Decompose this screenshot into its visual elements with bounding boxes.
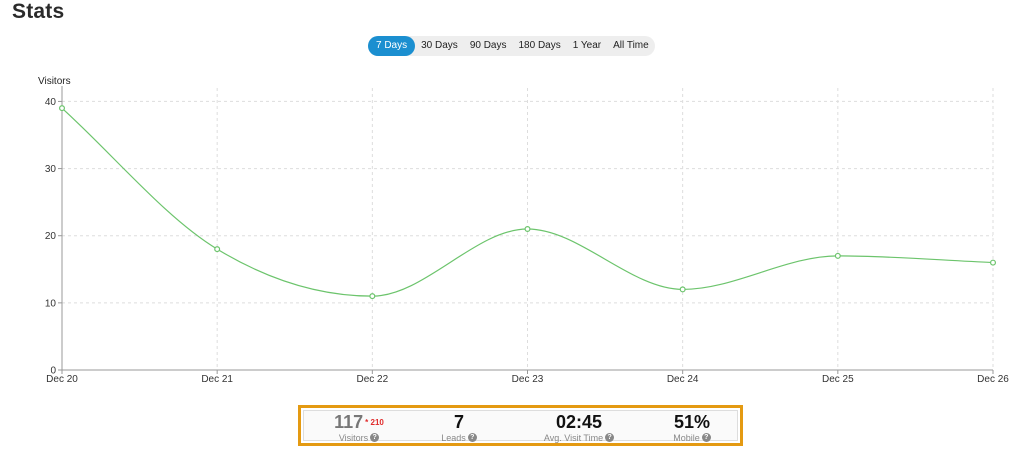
visitors-data-point <box>524 226 531 233</box>
visitors-data-point <box>679 286 686 293</box>
x-tick-label: Dec 24 <box>667 374 699 385</box>
tab-all-time[interactable]: All Time <box>613 40 649 51</box>
visitors-label: Visitors <box>338 433 369 443</box>
help-icon[interactable]: ? <box>467 433 477 443</box>
leads-value: 7 <box>453 412 464 432</box>
mobile-value: 51% <box>673 412 711 432</box>
x-tick-label: Dec 20 <box>46 374 78 385</box>
mobile-label: Mobile <box>673 433 700 443</box>
visitors-data-point <box>58 105 65 112</box>
help-icon[interactable]: ? <box>605 433 615 443</box>
stat-mobile: 51% Mobile? <box>637 411 747 444</box>
summary-inner: 117 * 210 Visitors? 7 Leads? 02:45 Avg. V… <box>303 410 738 444</box>
y-axis-label: Visitors <box>38 76 71 87</box>
visitors-data-point <box>214 246 221 253</box>
tab-30-days[interactable]: 30 Days <box>421 40 458 51</box>
visitors-data-point <box>989 259 996 266</box>
stat-avg-visit-time: 02:45 Avg. Visit Time? <box>519 411 639 444</box>
y-tick-label: 20 <box>45 231 57 242</box>
help-icon[interactable]: ? <box>701 433 711 443</box>
visitors-chart: Visitors 0 10 20 30 40 Dec 20 Dec 21 Dec 22 Dec 2… <box>0 70 1024 390</box>
y-tick-label: 30 <box>45 164 57 175</box>
visitors-diff: * 210 <box>365 418 384 427</box>
tab-1-year[interactable]: 1 Year <box>572 40 602 51</box>
date-range-tabs: 7 Days 30 Days 90 Days 180 Days 1 Year A… <box>368 36 655 56</box>
y-tick-label: 40 <box>45 97 57 108</box>
y-tick-label: 0 <box>50 366 56 377</box>
stat-visitors: 117 * 210 Visitors? <box>304 411 414 444</box>
page-title: Stats <box>12 0 65 23</box>
x-tick-label: Dec 25 <box>822 374 854 385</box>
x-tick-label: Dec 22 <box>356 374 388 385</box>
x-tick-label: Dec 23 <box>512 374 544 385</box>
avg-visit-time-label: Avg. Visit Time <box>543 433 604 443</box>
tab-180-days[interactable]: 180 Days <box>518 40 561 51</box>
stat-leads: 7 Leads? <box>404 411 514 444</box>
x-tick-label: Dec 26 <box>977 374 1009 385</box>
y-tick-label: 10 <box>45 298 57 309</box>
tab-7-days[interactable]: 7 Days <box>368 36 416 56</box>
avg-visit-time-value: 02:45 <box>555 412 603 432</box>
x-tick-label: Dec 21 <box>201 374 233 385</box>
leads-label: Leads <box>441 433 466 443</box>
visitors-value: 117 <box>334 412 364 432</box>
visitors-data-point <box>834 252 841 259</box>
visitors-chart-svg: Visitors 0 10 20 30 40 Dec 20 Dec 21 Dec 22 Dec 2… <box>38 76 1009 385</box>
tab-90-days[interactable]: 90 Days <box>469 40 507 51</box>
visitors-data-point <box>369 293 376 300</box>
help-icon[interactable]: ? <box>370 433 380 443</box>
summary-panel: 117 * 210 Visitors? 7 Leads? 02:45 Avg. V… <box>298 405 743 446</box>
